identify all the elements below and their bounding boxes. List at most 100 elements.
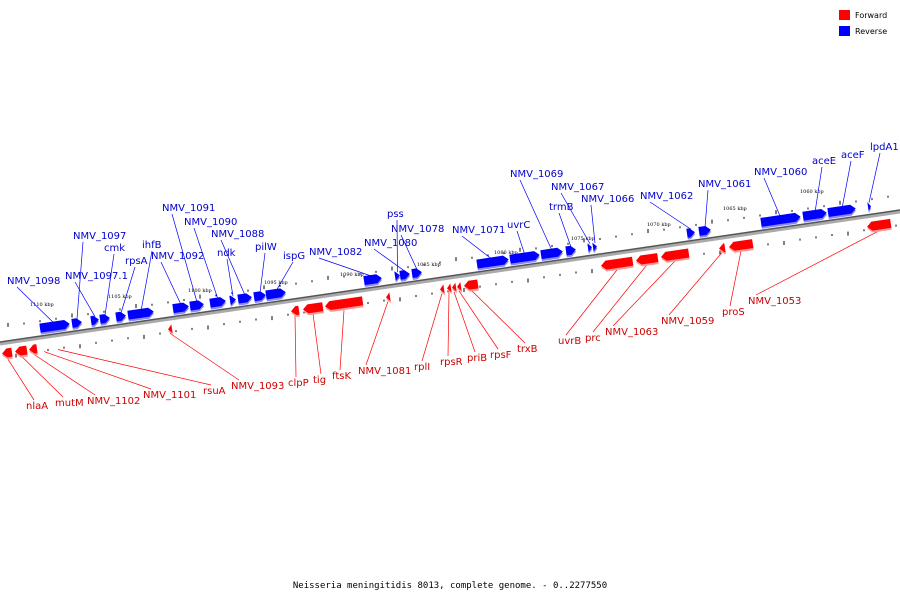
forward-gene-label: NMV_1093 (231, 381, 284, 392)
reverse-gene-label: aceE (812, 156, 836, 167)
forward-gene-label: NMV_1102 (87, 396, 140, 407)
reverse-gene-arrow (71, 318, 83, 330)
forward-gene-arrow (386, 292, 391, 304)
gene-arrows (2, 202, 892, 360)
reverse-gene-label: cmk (104, 243, 125, 254)
forward-gene-label: proS (722, 307, 745, 318)
kbp-label: 1095 kbp (264, 280, 288, 286)
reverse-gene-arrow (760, 212, 801, 229)
reverse-gene-arrow (229, 295, 237, 307)
reverse-gene-arrow (476, 255, 509, 271)
reverse-gene-label: ispG (283, 251, 305, 262)
reverse-gene-label: lpdA1 (870, 142, 899, 153)
reverse-gene-label: NMV_1062 (640, 191, 693, 202)
reverse-gene-arrow (592, 242, 598, 254)
forward-gene-arrow (447, 283, 452, 295)
forward-gene-arrow (661, 248, 690, 263)
forward-gene-label: nlaA (26, 401, 48, 412)
forward-gene-arrow (464, 279, 479, 292)
reverse-gene-arrow (172, 302, 190, 316)
kbp-label: 1110 kbp (30, 302, 54, 308)
kbp-label: 1090 kbp (340, 272, 364, 278)
reverse-gene-label: pilW (255, 242, 277, 253)
label-connectors (6, 152, 881, 401)
reverse-gene-arrow (509, 251, 540, 266)
reverse-gene-arrow (565, 245, 577, 258)
forward-gene-label: prc (585, 333, 601, 344)
reverse-gene-arrow (540, 247, 564, 262)
forward-gene-label: NMV_1059 (661, 316, 714, 327)
reverse-gene-arrow (363, 274, 383, 288)
reverse-gene-label: rpsA (125, 256, 148, 267)
forward-gene-arrow (29, 344, 38, 356)
reverse-gene-label: ndk (217, 248, 236, 259)
reverse-gene-arrow (90, 315, 100, 328)
forward-gene-arrow (457, 281, 462, 293)
forward-gene-arrow (601, 256, 634, 272)
forward-gene-label: priB (467, 353, 487, 364)
reverse-gene-arrow (209, 297, 227, 310)
reverse-gene-label: NMV_1078 (391, 224, 444, 235)
forward-gene-arrow (636, 253, 659, 267)
forward-gene-label: trxB (517, 344, 538, 355)
forward-gene-arrow (440, 284, 445, 296)
reverse-gene-arrow (698, 226, 712, 238)
gene-labels: NMV_1098NMV_1097NMV_1097.1cmkrpsAihfBNMV… (7, 142, 899, 412)
reverse-gene-label: NMV_1060 (754, 167, 807, 178)
reverse-gene-arrow (399, 270, 411, 282)
forward-gene-arrow (2, 347, 13, 360)
reverse-gene-arrow (237, 293, 253, 306)
reverse-gene-label: NMV_1098 (7, 276, 60, 287)
reverse-gene-label: NMV_1069 (510, 169, 563, 180)
forward-gene-label: rplI (414, 362, 430, 373)
genome-backbone (0, 209, 900, 346)
forward-gene-arrow (325, 296, 364, 313)
kbp-label: 1080 kbp (494, 250, 518, 256)
reverse-gene-arrow (115, 311, 127, 324)
reverse-gene-label: ihfB (142, 240, 162, 251)
reverse-gene-arrow (253, 291, 267, 304)
forward-gene-label: rsuA (203, 386, 226, 397)
reverse-gene-label: pss (387, 209, 404, 220)
legend: Forward Reverse (839, 10, 887, 36)
reverse-gene-label: NMV_1082 (309, 247, 362, 258)
reverse-gene-arrow (39, 320, 70, 335)
forward-gene-label: ftsK (332, 371, 351, 382)
forward-gene-arrow (291, 305, 300, 318)
reverse-gene-arrow (802, 209, 828, 223)
forward-gene-arrow (729, 239, 754, 253)
forward-gene-label: NMV_1063 (605, 327, 658, 338)
reverse-gene-label: NMV_1061 (698, 179, 751, 190)
forward-gene-arrow (168, 324, 173, 336)
forward-gene-arrow (303, 302, 324, 316)
forward-gene-arrow (867, 218, 892, 233)
kbp-label: 1105 kbp (108, 294, 132, 300)
kbp-label: 1075 kbp (571, 236, 595, 242)
reverse-gene-label: NMV_1092 (151, 251, 204, 262)
forward-gene-label: NMV_1081 (358, 366, 411, 377)
reverse-gene-label: NMV_1080 (364, 238, 417, 249)
genome-caption: Neisseria meningitidis 8013, complete ge… (293, 581, 607, 591)
reverse-gene-arrow (189, 300, 205, 313)
forward-gene-label: NMV_1053 (748, 296, 801, 307)
reverse-gene-label: NMV_1066 (581, 194, 634, 205)
kbp-label: 1065 kbp (723, 206, 747, 212)
reverse-gene-arrow (827, 204, 856, 219)
reverse-gene-label: trmB (549, 202, 574, 213)
forward-gene-label: mutM (55, 398, 84, 409)
reverse-gene-label: NMV_1067 (551, 182, 604, 193)
forward-gene-label: uvrB (558, 336, 581, 347)
forward-gene-label: NMV_1101 (143, 390, 196, 401)
reverse-gene-arrow (265, 288, 287, 302)
kbp-label: 1100 kbp (188, 288, 212, 294)
kbp-scale-labels: 1110 kbp 1105 kbp 1100 kbp 1095 kbp 1090 kbp… (30, 189, 824, 308)
reverse-gene-label: aceF (841, 150, 865, 161)
forward-gene-arrow (15, 345, 28, 358)
reverse-gene-arrow (99, 314, 111, 326)
forward-gene-label: rpsR (440, 357, 463, 368)
legend-forward-swatch (839, 10, 850, 20)
reverse-gene-label: NMV_1097.1 (65, 271, 128, 282)
legend-reverse-label: Reverse (855, 27, 887, 36)
legend-reverse-swatch (839, 26, 850, 36)
